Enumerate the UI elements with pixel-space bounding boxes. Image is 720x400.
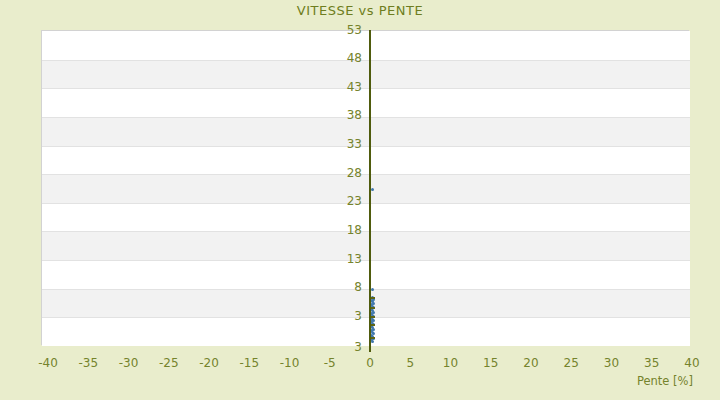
plot-band (42, 231, 690, 260)
gridline (42, 231, 690, 232)
x-tick-label: 30 (592, 357, 632, 370)
y-tick-label: 43 (322, 81, 362, 94)
gridline (42, 117, 690, 118)
x-tick-label: 40 (672, 357, 712, 370)
y-axis-edge-label: 3 (322, 341, 362, 354)
x-tick-label: 15 (471, 357, 511, 370)
y-tick-label: 8 (322, 281, 362, 294)
chart-title: VITESSE vs PENTE (0, 3, 720, 18)
x-tick-label: -15 (229, 357, 269, 370)
x-tick-label: 25 (551, 357, 591, 370)
x-tick-label: 5 (390, 357, 430, 370)
y-tick-label: 3 (322, 310, 362, 323)
plot-band (42, 260, 690, 289)
gridline (42, 260, 690, 261)
y-tick-label: 48 (322, 52, 362, 65)
plot-band (42, 88, 690, 117)
plot-band (42, 117, 690, 146)
gridline (42, 174, 690, 175)
gridline (42, 289, 690, 290)
y-tick-label: 53 (322, 24, 362, 37)
y-tick-label: 18 (322, 224, 362, 237)
plot-band (42, 317, 690, 346)
plot-band (42, 203, 690, 232)
plot-band (42, 289, 690, 318)
x-tick-label: 10 (431, 357, 471, 370)
plot-area (41, 30, 689, 345)
y-tick-label: 13 (322, 253, 362, 266)
y-tick-label: 38 (322, 109, 362, 122)
x-tick-label: -30 (109, 357, 149, 370)
x-tick-label: -35 (68, 357, 108, 370)
y-tick-label: 23 (322, 195, 362, 208)
y-tick-label: 33 (322, 138, 362, 151)
data-point (371, 188, 374, 191)
x-tick-label: -5 (310, 357, 350, 370)
y-tick-label: 28 (322, 167, 362, 180)
x-tick-label: -10 (270, 357, 310, 370)
x-tick-label: 0 (350, 357, 390, 370)
y-axis-line (369, 30, 371, 352)
gridline (42, 88, 690, 89)
x-tick-label: 35 (632, 357, 672, 370)
x-tick-label: 20 (511, 357, 551, 370)
plot-band (42, 31, 690, 60)
plot-band (42, 146, 690, 175)
plot-band (42, 174, 690, 203)
gridline (42, 146, 690, 147)
x-tick-label: -40 (28, 357, 68, 370)
gridline (42, 60, 690, 61)
plot-band (42, 60, 690, 89)
x-axis-title: Pente [%] (637, 374, 693, 388)
x-tick-label: -20 (189, 357, 229, 370)
gridline (42, 317, 690, 318)
gridline (42, 203, 690, 204)
x-tick-label: -25 (149, 357, 189, 370)
